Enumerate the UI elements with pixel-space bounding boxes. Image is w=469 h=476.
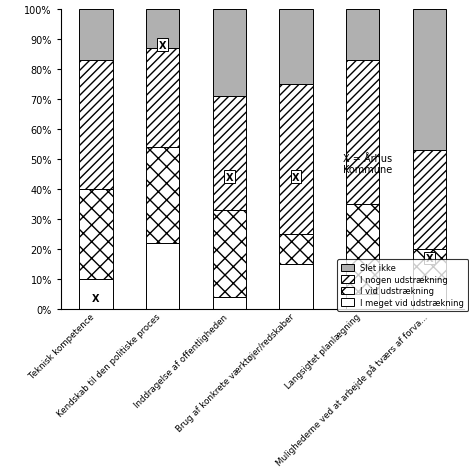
Bar — [212, 97, 246, 210]
Bar — [212, 210, 246, 298]
Bar — [280, 10, 313, 85]
Bar — [79, 189, 113, 279]
Bar — [79, 60, 113, 189]
Bar — [346, 294, 379, 309]
Bar — [413, 249, 446, 279]
Bar — [146, 243, 179, 309]
Text: X: X — [292, 172, 300, 182]
Bar — [413, 150, 446, 249]
Bar — [146, 10, 179, 49]
Bar — [146, 148, 179, 243]
Bar — [413, 10, 446, 150]
Bar — [280, 265, 313, 309]
Bar — [413, 279, 446, 309]
Bar — [280, 85, 313, 235]
Text: X: X — [92, 293, 100, 303]
Bar — [280, 235, 313, 265]
Bar — [346, 10, 379, 60]
Text: X = Århus
Kommune: X = Århus Kommune — [343, 153, 393, 175]
Bar — [79, 279, 113, 309]
Bar — [212, 298, 246, 309]
Bar — [146, 49, 179, 148]
Bar — [346, 205, 379, 294]
Text: X: X — [226, 172, 233, 182]
Text: X: X — [425, 253, 433, 263]
Bar — [346, 60, 379, 205]
Text: X: X — [159, 40, 166, 50]
Bar — [79, 10, 113, 60]
Bar — [212, 10, 246, 97]
Legend: Slet ikke, I nogen udstrækning, I vid udstrækning, I meget vid udstrækning: Slet ikke, I nogen udstrækning, I vid ud… — [337, 259, 468, 311]
